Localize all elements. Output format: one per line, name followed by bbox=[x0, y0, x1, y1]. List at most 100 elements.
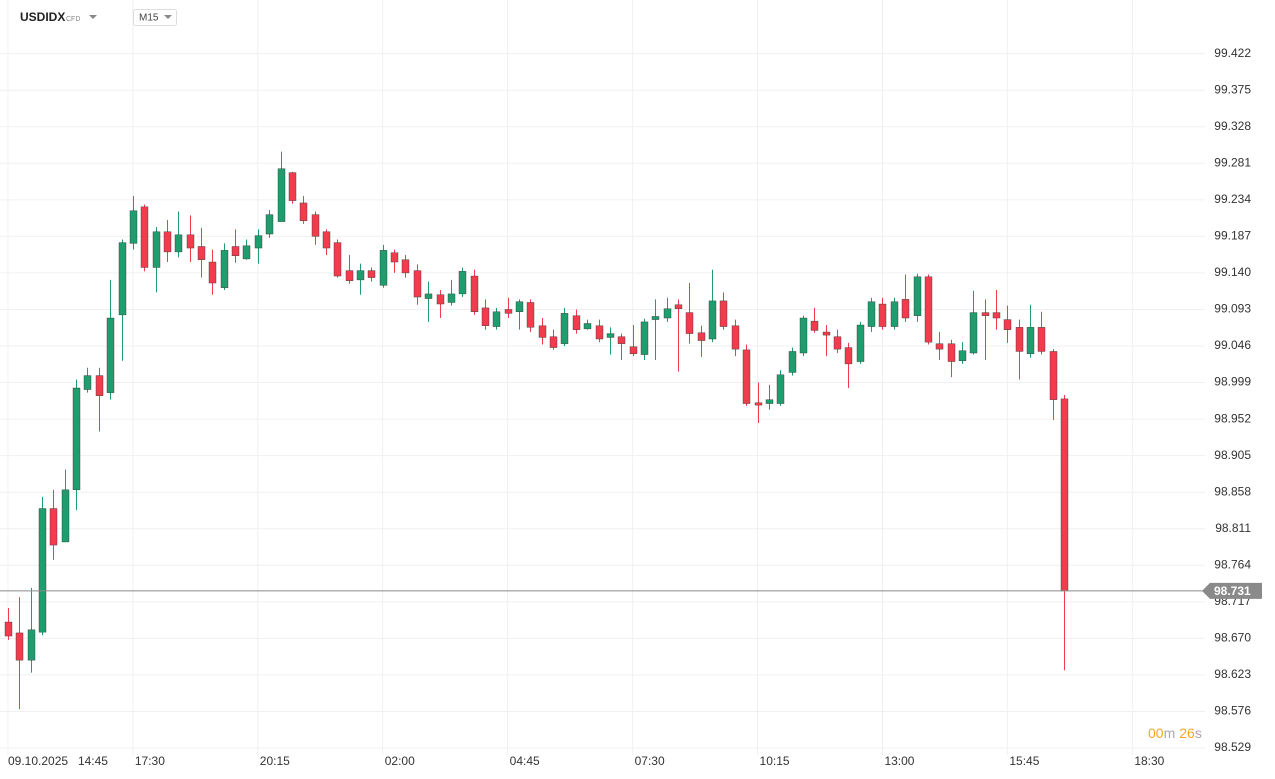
candles bbox=[4, 151, 1069, 710]
candle-body bbox=[470, 275, 479, 312]
candle-body bbox=[651, 316, 660, 320]
candle-body bbox=[526, 302, 535, 328]
candle-body bbox=[83, 375, 92, 390]
candle-body bbox=[367, 270, 376, 278]
x-tick-label: 07:30 bbox=[635, 754, 665, 768]
candle-body bbox=[49, 508, 58, 546]
x-tick-label: 02:00 bbox=[385, 754, 415, 768]
candle-body bbox=[617, 336, 626, 344]
y-tick-label: 99.046 bbox=[1214, 338, 1251, 352]
y-tick-label: 98.529 bbox=[1214, 740, 1251, 754]
x-tick-label: 04:45 bbox=[510, 754, 540, 768]
grid bbox=[0, 0, 1205, 755]
candle-body bbox=[856, 324, 865, 362]
x-tick-label: 20:15 bbox=[260, 754, 290, 768]
candle-body bbox=[663, 308, 672, 319]
candle-body bbox=[754, 402, 763, 406]
candle-body bbox=[549, 336, 558, 348]
candle-body bbox=[95, 375, 104, 396]
candle-body bbox=[606, 333, 615, 338]
candle-body bbox=[685, 312, 694, 334]
timeframe-button[interactable] bbox=[133, 9, 177, 26]
candle-body bbox=[27, 629, 36, 661]
timer-minutes-unit: m bbox=[1164, 725, 1176, 741]
candle-body bbox=[254, 235, 263, 249]
candle-body bbox=[719, 300, 728, 327]
candle-body bbox=[901, 299, 910, 319]
timeframe[interactable]: M15 bbox=[139, 13, 159, 24]
candle-body bbox=[515, 301, 524, 312]
candle-body bbox=[38, 508, 47, 633]
y-tick-label: 98.764 bbox=[1214, 557, 1251, 571]
y-tick-label: 99.187 bbox=[1214, 229, 1251, 243]
candle-body bbox=[15, 632, 24, 661]
start-date: 09.10.2025 bbox=[8, 754, 68, 768]
candle-body bbox=[242, 245, 251, 260]
candle-body bbox=[833, 336, 842, 350]
candle-body bbox=[913, 276, 922, 316]
symbol-dropdown[interactable] bbox=[89, 15, 97, 19]
candle-body bbox=[674, 304, 683, 309]
y-tick-label: 98.576 bbox=[1214, 704, 1251, 718]
candle-body bbox=[1015, 327, 1024, 352]
candle-body bbox=[1026, 327, 1035, 354]
y-tick-label: 98.905 bbox=[1214, 448, 1251, 462]
instrument-type: CFD bbox=[66, 16, 80, 23]
candle-body bbox=[731, 325, 740, 350]
candle-body bbox=[129, 210, 138, 244]
candle-body bbox=[277, 168, 286, 222]
y-tick-label: 99.093 bbox=[1214, 302, 1251, 316]
candle-body bbox=[560, 313, 569, 344]
candle-body bbox=[822, 331, 831, 336]
y-tick-label: 99.328 bbox=[1214, 119, 1251, 133]
candle-body bbox=[299, 202, 308, 222]
candle-body bbox=[197, 246, 206, 260]
candle-body bbox=[742, 349, 751, 404]
candle-body bbox=[765, 399, 774, 404]
y-tick-label: 99.234 bbox=[1214, 192, 1251, 206]
current-price-label: 98.731 bbox=[1214, 584, 1251, 598]
candle-body bbox=[333, 242, 342, 277]
candle-body bbox=[163, 231, 172, 253]
candle-body bbox=[697, 332, 706, 341]
candle-timer: 00m 26s bbox=[1148, 725, 1202, 741]
candle-body bbox=[424, 293, 433, 299]
candle-body bbox=[288, 172, 297, 201]
symbol[interactable]: USDIDX bbox=[20, 10, 65, 24]
x-tick-label: 18:30 bbox=[1134, 754, 1164, 768]
candle-body bbox=[629, 346, 638, 354]
candle-body bbox=[413, 270, 422, 298]
candle-body bbox=[947, 343, 956, 362]
candle-body bbox=[208, 261, 217, 284]
candle-body bbox=[1060, 398, 1069, 592]
candle-body bbox=[345, 270, 354, 281]
candle-body bbox=[890, 301, 899, 327]
candle-body bbox=[106, 317, 115, 393]
candle-body bbox=[969, 312, 978, 354]
current-price-tag bbox=[1202, 582, 1262, 599]
candle-body bbox=[231, 246, 240, 257]
x-tick-label: 14:45 bbox=[78, 754, 108, 768]
candle-body bbox=[799, 317, 808, 354]
timer-seconds: 26 bbox=[1179, 725, 1195, 741]
candle-body bbox=[878, 303, 887, 327]
candle-body bbox=[322, 231, 331, 249]
y-tick-label: 99.140 bbox=[1214, 265, 1251, 279]
candle-body bbox=[379, 250, 388, 286]
candle-body bbox=[356, 270, 365, 281]
candle-body bbox=[152, 231, 161, 268]
candle-body bbox=[640, 321, 649, 355]
timeframe-dropdown[interactable] bbox=[164, 15, 172, 19]
candle-body bbox=[481, 307, 490, 326]
y-tick-label: 99.375 bbox=[1214, 82, 1251, 96]
timer-minutes: 00 bbox=[1148, 725, 1164, 741]
y-tick-label: 98.999 bbox=[1214, 375, 1251, 389]
candle-body bbox=[61, 489, 70, 543]
candle-body bbox=[810, 320, 819, 331]
candle-body bbox=[311, 214, 320, 237]
y-tick-label: 99.422 bbox=[1214, 46, 1251, 60]
candle-body bbox=[788, 351, 797, 373]
candle-body bbox=[140, 206, 149, 268]
y-tick-label: 99.281 bbox=[1214, 155, 1251, 169]
